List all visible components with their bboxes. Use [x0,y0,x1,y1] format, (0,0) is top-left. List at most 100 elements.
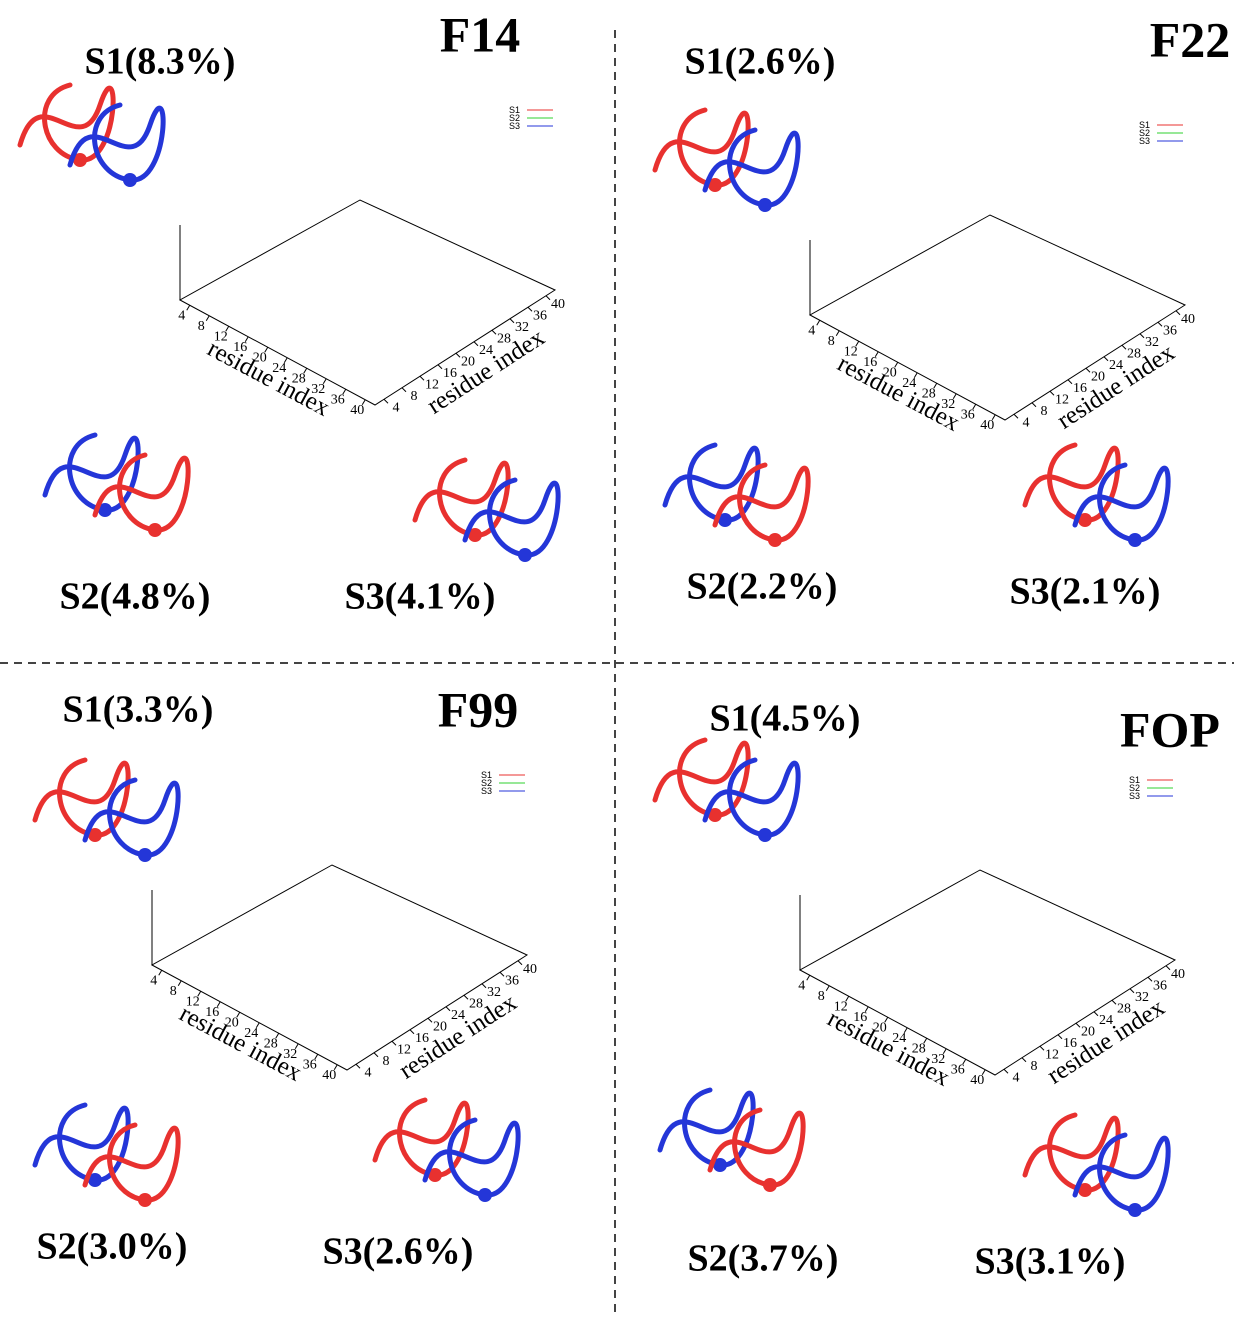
y-tick [392,1041,396,1045]
x-tick [807,975,810,980]
y-axis-label: residue index [394,989,521,1085]
y-tick [1148,977,1152,981]
x-tick [836,331,839,336]
y-tick [510,319,514,323]
x-tick-label: 40 [980,418,994,433]
y-tick [438,365,442,369]
y-tick [1104,357,1108,361]
protein-structure [705,130,798,205]
structure-label: S2(4.8%) [60,576,211,618]
contact-plot: 481216202428323640481216202428323640resi… [178,105,565,422]
protein-structure [710,1110,803,1185]
panel-title: F22 [1150,11,1231,67]
y-tick [1076,1023,1080,1027]
y-tick [1004,1069,1008,1073]
y-tick [1176,311,1180,315]
y-tick [374,1053,378,1057]
y-tick [1058,1035,1062,1039]
y-tick [1158,322,1162,326]
protein-structure [715,465,808,540]
y-axis-label: residue index [422,324,549,420]
x-tick-label: 8 [170,984,177,999]
y-tick [356,1064,360,1068]
y-tick [446,1007,450,1011]
y-tick-label: 36 [1153,978,1167,993]
x-tick-label: 8 [818,989,825,1004]
y-tick [456,353,460,357]
x-tick-label: 4 [150,973,157,988]
y-tick [1086,368,1090,372]
protein-structure [1075,465,1168,540]
x-tick [206,316,209,321]
structure-label: S1(8.3%) [85,41,236,83]
y-tick [1166,966,1170,970]
y-tick-label: 8 [411,389,418,404]
protein-structure [70,105,163,180]
y-tick [1112,1000,1116,1004]
y-tick [1022,1058,1026,1062]
protein-terminus [758,198,772,212]
structure-label: S1(3.3%) [63,689,214,731]
x-tick [187,305,190,310]
y-tick [402,388,406,392]
contact-plot: 481216202428323640481216202428323640resi… [150,770,537,1087]
x-tick-label: 40 [970,1073,984,1088]
y-tick [384,399,388,403]
y-tick-label: 40 [551,297,565,312]
y-tick [474,342,478,346]
protein-terminus [518,548,532,562]
protein-terminus [138,848,152,862]
panel-title: F99 [438,681,519,737]
y-axis-label: residue index [1042,994,1169,1090]
protein-terminus [138,1193,152,1207]
y-tick-label: 4 [1013,1070,1020,1085]
protein-structure [465,480,558,555]
x-tick [826,986,829,991]
y-tick-label: 8 [1041,404,1048,419]
y-tick-label: 8 [383,1054,390,1069]
y-tick-label: 4 [393,400,400,415]
protein-terminus [768,533,782,547]
protein-structure [85,780,178,855]
structure-label: S3(2.6%) [323,1231,474,1273]
protein-structure [425,1120,518,1195]
y-tick [1014,414,1018,418]
x-tick-label: 8 [828,334,835,349]
protein-terminus [148,523,162,537]
y-tick [1130,989,1134,993]
y-tick [482,984,486,988]
structure-label: S1(4.5%) [710,698,861,740]
y-tick-label: 4 [365,1065,372,1080]
y-tick [500,972,504,976]
y-tick-label: 36 [505,973,519,988]
figure: F14S1(8.3%)S2(4.8%)S3(4.1%)4812162024283… [0,0,1234,1317]
y-tick [428,1018,432,1022]
x-tick [817,320,820,325]
protein-structure [705,760,798,835]
protein-terminus [763,1178,777,1192]
y-axis-label: residue index [1052,339,1179,435]
protein-structure [95,455,188,530]
x-tick-label: 8 [198,319,205,334]
protein-terminus [478,1188,492,1202]
structure-label: S2(3.0%) [37,1226,188,1268]
structure-label: S3(2.1%) [1010,571,1161,613]
y-tick-label: 40 [1171,967,1185,982]
protein-terminus [1128,533,1142,547]
protein-structure [85,1125,178,1200]
x-tick-label: 4 [178,308,185,323]
legend-label: S3 [509,121,520,131]
y-tick [1068,380,1072,384]
structure-label: S3(3.1%) [975,1241,1126,1283]
y-tick [1140,334,1144,338]
y-tick [410,1030,414,1034]
structure-label: S2(3.7%) [688,1238,839,1280]
structure-label: S1(2.6%) [685,41,836,83]
protein-terminus [758,828,772,842]
y-tick [546,296,550,300]
y-tick [464,995,468,999]
structure-label: S2(2.2%) [687,566,838,608]
panel-title: F14 [440,6,521,62]
y-tick-label: 36 [1163,323,1177,338]
